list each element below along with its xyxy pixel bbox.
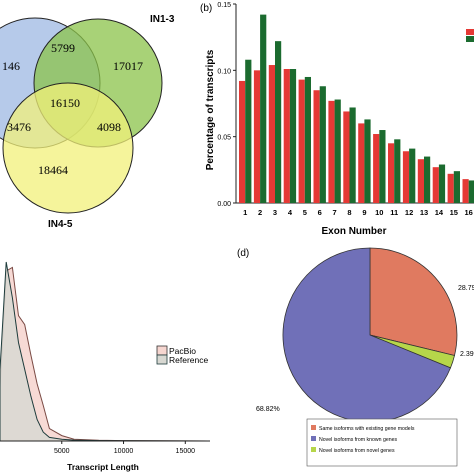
- pie-legend-label-1: Novel isoforms from known genes: [319, 437, 398, 443]
- bar-x-tick-label: 2: [258, 208, 262, 217]
- venn-region-b-only: 17017: [113, 59, 143, 73]
- venn-region-a-c: 3476: [7, 120, 31, 134]
- pie-slice-1: [282, 247, 452, 423]
- bar-green-13: [424, 156, 431, 203]
- bar-x-tick-label: 15: [450, 208, 458, 217]
- venn-region-b-c: 4098: [97, 120, 121, 134]
- bar-x-tick-label: 8: [347, 208, 351, 217]
- bar-green-9: [364, 119, 371, 203]
- legend-label-reference: Reference: [169, 355, 208, 365]
- bar-red-16: [462, 179, 469, 203]
- venn-set-c: [2, 82, 134, 214]
- bar-green-7: [334, 99, 341, 203]
- bar-red-9: [358, 123, 365, 203]
- bar-red-8: [343, 111, 350, 203]
- venn-region-c-only: 18464: [38, 163, 68, 177]
- bar-red-5: [298, 79, 305, 203]
- venn-region-a-only: 146: [2, 59, 20, 73]
- bar-green-12: [409, 148, 416, 203]
- bar-green-2: [260, 14, 267, 204]
- bar-chart-x-label: Exon Number: [321, 226, 386, 237]
- bar-x-tick-label: 16: [465, 208, 473, 217]
- density-x-tick-label: 5000: [54, 448, 70, 455]
- pie-legend-label-0: Same isoforms with existing gene models: [319, 426, 415, 432]
- pie-legend: Same isoforms with existing gene models …: [306, 418, 458, 467]
- legend-swatch-red: [466, 29, 474, 35]
- pie-slice-0: [369, 247, 458, 356]
- bar-x-tick-label: 12: [405, 208, 413, 217]
- bar-green-14: [438, 164, 446, 203]
- bar-x-tick-label: 6: [318, 208, 322, 217]
- bar-red-2: [253, 70, 261, 203]
- bar-red-6: [313, 90, 320, 203]
- legend-label-pacbio: PacBio: [169, 346, 196, 356]
- bar-red-14: [432, 167, 439, 203]
- bar-green-8: [349, 107, 356, 203]
- bar-x-tick-label: 1: [243, 208, 247, 217]
- bar-y-tick-label: 0.00: [217, 201, 231, 208]
- bar-x-tick-label: 9: [362, 208, 366, 217]
- bar-green-15: [453, 171, 460, 203]
- bar-green-4: [289, 69, 297, 203]
- bar-red-15: [447, 173, 454, 203]
- density-x-tick-label: 10000: [114, 448, 134, 455]
- bar-red-13: [417, 159, 424, 203]
- panel-b-label: (b): [200, 3, 212, 14]
- bar-red-1: [239, 80, 246, 203]
- bar-green-16: [468, 180, 474, 203]
- bar-y-tick-label: 0.05: [217, 135, 231, 142]
- venn-set-b-label: IN1-3: [150, 14, 175, 25]
- bar-x-tick-label: 5: [303, 208, 307, 217]
- pie-legend-box: [306, 418, 458, 467]
- panel-d-label: (d): [237, 248, 249, 259]
- bar-red-10: [373, 134, 380, 203]
- pie-slice-label-0: 28.79%: [458, 285, 474, 292]
- legend-swatch-pacbio: [156, 345, 168, 356]
- bar-x-tick-label: 10: [375, 208, 383, 217]
- pie-legend-label-2: Novel isoforms from novel genes: [319, 448, 395, 454]
- density-x-label: Transcript Length: [67, 462, 139, 472]
- venn-diagram: IN1-3 IN4-5 146 5799 17017 16150 3476 40…: [0, 14, 175, 230]
- bar-x-tick-label: 4: [288, 208, 293, 217]
- venn-set-c-label: IN4-5: [48, 219, 73, 230]
- bar-y-tick-label: 0.15: [217, 2, 231, 9]
- pie-legend-swatch-1: [311, 436, 316, 441]
- bar-red-11: [388, 143, 395, 203]
- bar-x-tick-label: 14: [435, 208, 444, 217]
- pie-legend-swatch-0: [311, 425, 316, 430]
- bar-green-6: [319, 86, 326, 203]
- exon-bar-chart: (b) Percentage of transcripts Exon Numbe…: [200, 2, 474, 237]
- bar-red-7: [328, 100, 335, 203]
- bar-x-tick-label: 7: [333, 208, 337, 217]
- venn-region-a-b: 5799: [51, 41, 75, 55]
- isoform-pie-chart: (d) 28.79% 2.39% 68.82% Same isoforms with…: [237, 247, 474, 467]
- density-legend: PacBio Reference: [156, 345, 208, 365]
- venn-region-a-b-c: 16150: [50, 96, 80, 110]
- bar-red-12: [402, 151, 410, 203]
- legend-swatch-green: [466, 36, 474, 42]
- bar-green-10: [379, 130, 386, 203]
- bar-chart-y-label: Percentage of transcripts: [205, 49, 216, 170]
- bar-x-tick-label: 11: [390, 208, 398, 217]
- pie-legend-swatch-2: [311, 447, 316, 452]
- bar-y-tick-label: 0.10: [217, 68, 231, 75]
- density-x-tick-label: 15000: [176, 448, 196, 455]
- pie-slice-label-1: 68.82%: [256, 406, 280, 413]
- bar-green-3: [275, 41, 282, 203]
- bar-green-5: [304, 76, 311, 203]
- bar-red-3: [268, 65, 275, 203]
- bar-x-tick-label: 3: [273, 208, 277, 217]
- pie-slice-label-2: 2.39%: [460, 351, 474, 358]
- bar-red-4: [283, 69, 290, 203]
- length-density-chart: 5000 10000 15000 Transcript Length PacBio …: [0, 261, 211, 472]
- bar-x-tick-label: 13: [420, 208, 428, 217]
- legend-swatch-reference: [156, 354, 168, 365]
- bar-green-11: [394, 139, 401, 203]
- bar-green-1: [245, 59, 252, 203]
